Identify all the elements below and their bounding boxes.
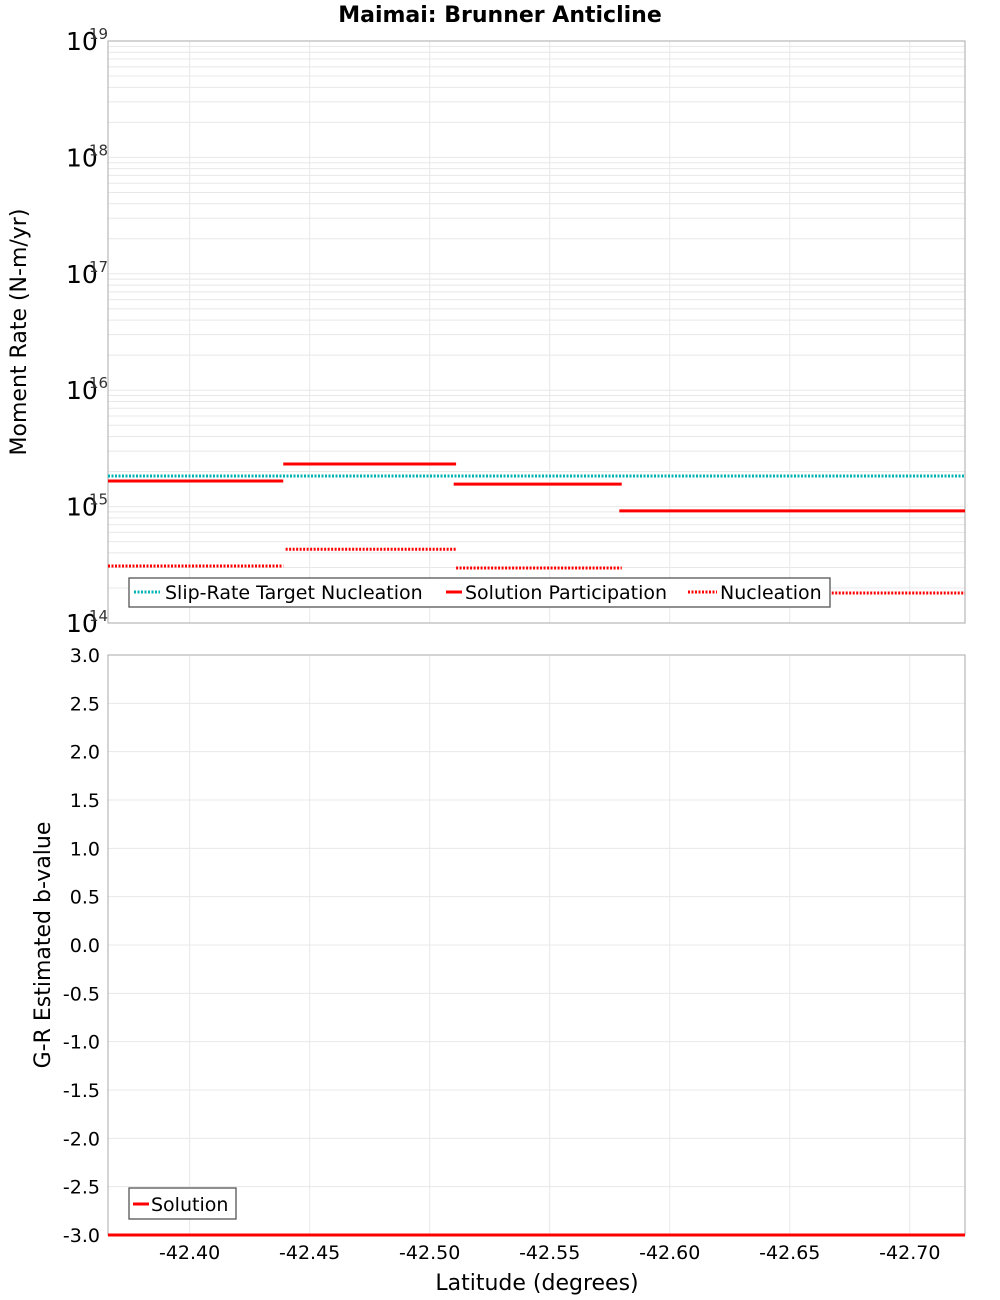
moment-legend: Slip-Rate Target Nucleation Solution Par… [129, 578, 830, 607]
x-axis-label: Latitude (degrees) [435, 1271, 638, 1296]
y-tick-label: 1.0 [70, 838, 100, 860]
y-tick-exponent: 19 [89, 25, 108, 43]
x-tick-label: -42.70 [879, 1242, 940, 1264]
latitude-x-ticks: -42.40 -42.45 -42.50 -42.55 -42.60 -42.65 -42.… [159, 1242, 940, 1264]
y-tick-exponent: 15 [89, 491, 108, 509]
y-tick-exponent: 16 [89, 374, 108, 392]
y-tick-label: 3.0 [70, 645, 100, 667]
x-tick-label: -42.45 [279, 1242, 340, 1264]
y-tick-label: 2.5 [70, 693, 100, 715]
y-tick-label: -2.0 [63, 1128, 100, 1150]
moment-plot-background [108, 41, 965, 623]
moment-y-axis-label: Moment Rate (N-m/yr) [7, 209, 32, 456]
y-tick-label: -2.5 [63, 1177, 100, 1199]
y-tick-label: -1.5 [63, 1080, 100, 1102]
b-value-y-ticks: 3.0 2.5 2.0 1.5 1.0 0.5 0.0 -0.5 -1.0 -1.5 -2.0 -2.… [63, 645, 100, 1247]
moment-rate-plot: 101410151016101710181019 Moment Rate (N-… [7, 25, 965, 638]
y-tick-exponent: 17 [89, 258, 108, 276]
legend-b-solution-label: Solution [151, 1194, 228, 1216]
y-tick-label: 0.0 [70, 935, 100, 957]
y-tick-label: -3.0 [63, 1225, 100, 1247]
b-value-plot: 3.0 2.5 2.0 1.5 1.0 0.5 0.0 -0.5 -1.0 -1.5 -2.0 -2.… [31, 645, 965, 1296]
y-tick-label: 2.0 [70, 742, 100, 764]
y-tick-label: 1.5 [70, 790, 100, 812]
moment-y-ticks: 101410151016101710181019 [66, 25, 108, 638]
legend-nucleation-label: Nucleation [720, 582, 822, 604]
legend-target-label: Slip-Rate Target Nucleation [165, 582, 423, 604]
y-tick-label: -0.5 [63, 983, 100, 1005]
chart-title: Maimai: Brunner Anticline [338, 3, 662, 28]
x-tick-label: -42.60 [639, 1242, 700, 1264]
x-tick-label: -42.50 [399, 1242, 460, 1264]
b-value-legend: Solution [129, 1188, 236, 1219]
chart-figure: Maimai: Brunner Anticline 10141015101610… [0, 0, 1000, 1300]
y-tick-exponent: 18 [89, 141, 108, 159]
legend-solution-label: Solution Participation [465, 582, 667, 604]
x-tick-label: -42.65 [759, 1242, 820, 1264]
y-tick-label: -1.0 [63, 1032, 100, 1054]
y-tick-label: 0.5 [70, 887, 100, 909]
y-tick-exponent: 14 [89, 607, 108, 625]
b-value-y-axis-label: G-R Estimated b-value [31, 822, 56, 1069]
x-tick-label: -42.40 [159, 1242, 220, 1264]
x-tick-label: -42.55 [519, 1242, 580, 1264]
